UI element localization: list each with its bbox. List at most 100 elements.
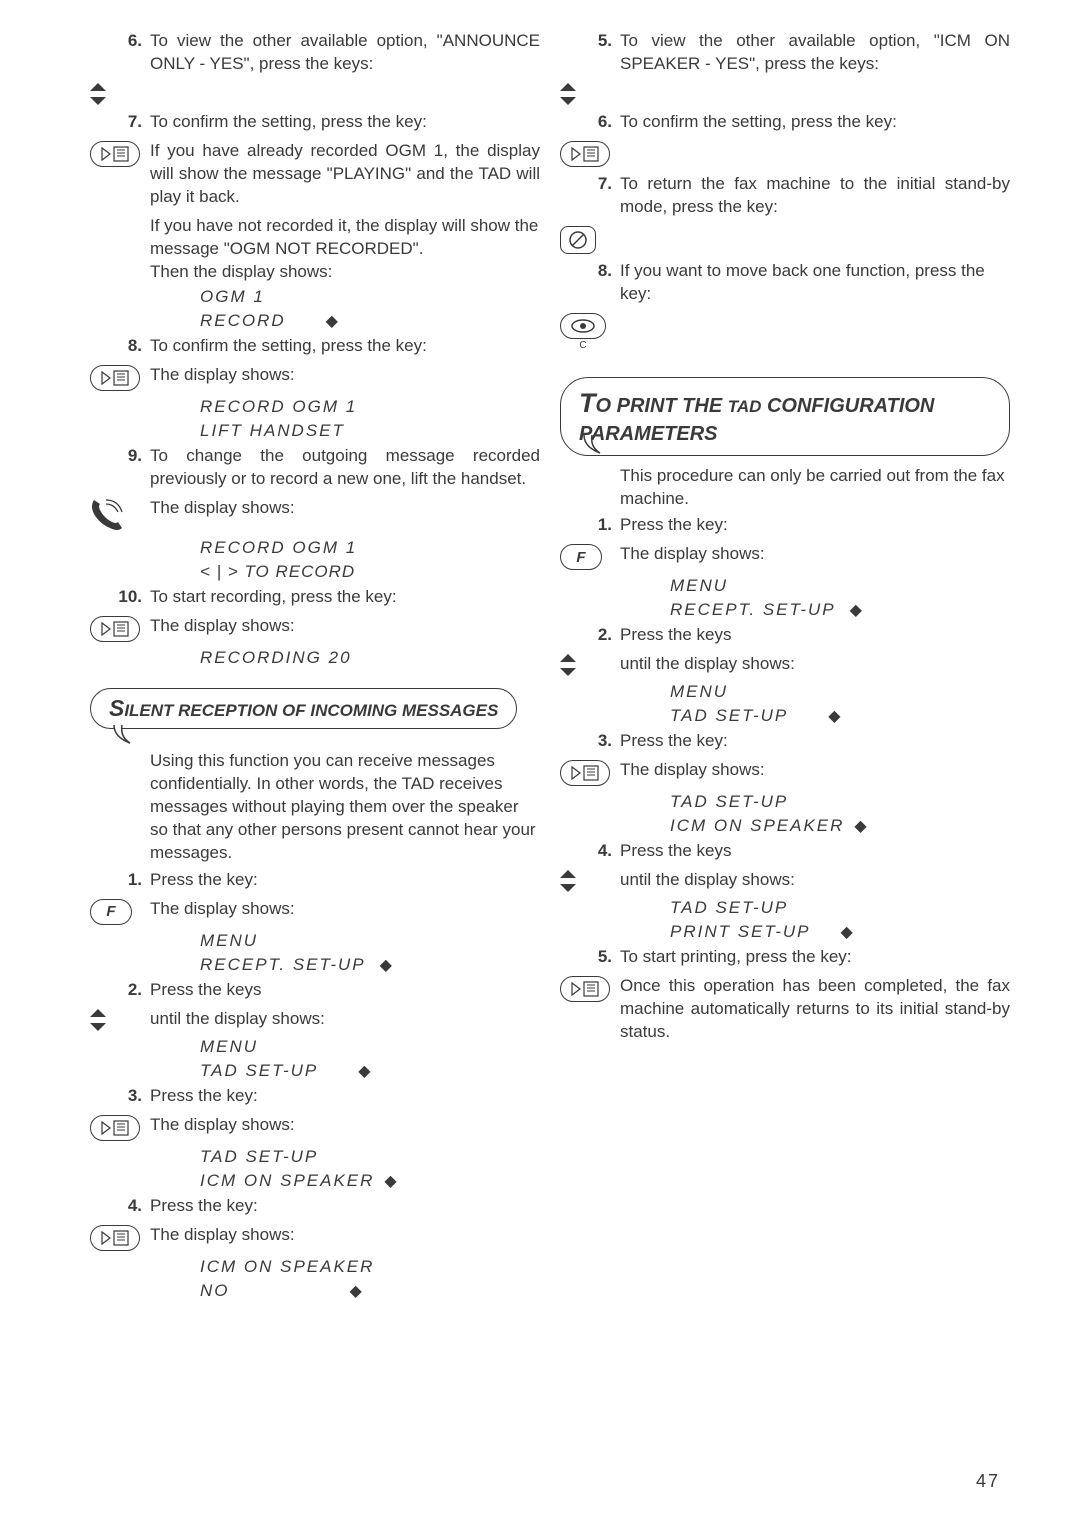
left-column: 6. To view the other available option, "… — [90, 30, 540, 1498]
step-text: Press the keys — [620, 840, 1010, 863]
lcd-line: OGM 1 — [90, 287, 540, 307]
start-key-icon — [90, 1114, 150, 1141]
step-num: 10. — [90, 586, 150, 607]
section-intro: Using this function you can receive mess… — [90, 750, 540, 865]
final-text: Once this operation has been completed, … — [620, 975, 1010, 1044]
lcd-line: MENU — [560, 682, 1010, 702]
handset-icon — [90, 497, 150, 532]
title-cap: T — [579, 388, 596, 418]
title-text: TAD — [728, 397, 762, 416]
step-num: 3. — [90, 1085, 150, 1106]
step-num: 7. — [560, 173, 620, 194]
lcd-line: < | > TO RECORD — [90, 562, 540, 582]
page-number: 47 — [976, 1471, 1000, 1492]
ogm-text-3: Then the display shows: — [90, 261, 540, 284]
lcd-line: RECORD OGM 1 — [90, 538, 540, 558]
step-num: 5. — [560, 946, 620, 967]
lcd-line: NO◆ — [90, 1281, 540, 1301]
step-num: 1. — [560, 514, 620, 535]
lcd-line: MENU — [90, 931, 540, 951]
updown-icon — [560, 82, 620, 105]
lcd-line: RECORD OGM 1 — [90, 397, 540, 417]
step-text: Press the key: — [150, 869, 540, 892]
display-shows: The display shows: — [150, 615, 540, 638]
step-text: Press the key: — [620, 730, 1010, 753]
step-num: 5. — [560, 30, 620, 51]
start-key-icon — [90, 364, 150, 391]
lcd-line: MENU — [560, 576, 1010, 596]
lcd-line: TAD SET-UP◆ — [90, 1061, 540, 1081]
lcd-line: RECORD◆ — [90, 311, 540, 331]
title-rest: ILENT RECEPTION OF INCOMING MESSAGES — [124, 701, 498, 720]
step-text: To view the other available option, "ICM… — [620, 30, 1010, 76]
f-key-icon: F — [90, 898, 150, 925]
start-key-icon — [560, 140, 620, 167]
step-text: If you want to move back one function, p… — [620, 260, 1010, 306]
lcd-line: TAD SET-UP — [90, 1147, 540, 1167]
lcd-line: TAD SET-UP◆ — [560, 706, 1010, 726]
step-text: To confirm the setting, press the key: — [620, 111, 1010, 134]
step-text: Press the keys — [620, 624, 1010, 647]
title-cap: S — [109, 695, 124, 721]
step-text: To view the other available option, "ANN… — [150, 30, 540, 76]
right-column: 5. To view the other available option, "… — [560, 30, 1010, 1498]
step-num: 2. — [90, 979, 150, 1000]
step-num: 1. — [90, 869, 150, 890]
lcd-line: ICM ON SPEAKER◆ — [90, 1171, 540, 1191]
step-text: To return the fax machine to the initial… — [620, 173, 1010, 219]
lcd-line: ICM ON SPEAKER◆ — [560, 816, 1010, 836]
step-num: 3. — [560, 730, 620, 751]
section-header-silent: SILENT RECEPTION OF INCOMING MESSAGES — [90, 688, 540, 736]
ogm-text: If you have already recorded OGM 1, the … — [150, 140, 540, 209]
page: 6. To view the other available option, "… — [0, 0, 1080, 1528]
step-num: 6. — [560, 111, 620, 132]
step-text: To confirm the setting, press the key: — [150, 335, 540, 358]
start-key-icon — [560, 759, 620, 786]
until-display: until the display shows: — [620, 869, 1010, 892]
step-num: 2. — [560, 624, 620, 645]
updown-icon — [90, 1008, 150, 1031]
updown-icon — [90, 82, 150, 105]
step-num: 9. — [90, 445, 150, 466]
step-text: Press the keys — [150, 979, 540, 1002]
display-shows: The display shows: — [620, 759, 1010, 782]
ogm-text-2: If you have not recorded it, the display… — [90, 215, 540, 261]
display-shows: The display shows: — [150, 1224, 540, 1247]
step-num: 7. — [90, 111, 150, 132]
updown-icon — [560, 653, 620, 676]
step-num: 8. — [560, 260, 620, 281]
start-key-icon — [560, 975, 620, 1002]
section-header-print: TO PRINT THE TAD CONFIGURATION PARAMETER… — [560, 377, 1010, 447]
display-shows: The display shows: — [150, 497, 540, 520]
c-label: C — [560, 340, 606, 351]
step-text: To change the outgoing message recorded … — [150, 445, 540, 491]
stop-key-icon — [560, 225, 620, 254]
lcd-line: PRINT SET-UP◆ — [560, 922, 1010, 942]
title-text: O PRINT THE — [596, 395, 728, 417]
updown-icon — [560, 869, 620, 892]
display-shows: The display shows: — [150, 898, 540, 921]
lcd-line: MENU — [90, 1037, 540, 1057]
section-intro: This procedure can only be carried out f… — [560, 465, 1010, 511]
step-num: 8. — [90, 335, 150, 356]
c-key-icon: C — [560, 312, 620, 351]
step-text: Press the key: — [150, 1195, 540, 1218]
lcd-line: TAD SET-UP — [560, 898, 1010, 918]
step-text: To confirm the setting, press the key: — [150, 111, 540, 134]
lcd-line: TAD SET-UP — [560, 792, 1010, 812]
start-key-icon — [90, 1224, 150, 1251]
display-shows: The display shows: — [150, 1114, 540, 1137]
display-shows: The display shows: — [620, 543, 1010, 566]
until-display: until the display shows: — [150, 1008, 540, 1031]
lcd-line: RECEPT. SET-UP◆ — [90, 955, 540, 975]
step-text: To start recording, press the key: — [150, 586, 540, 609]
lcd-line: LIFT HANDSET — [90, 421, 540, 441]
lcd-line: RECEPT. SET-UP◆ — [560, 600, 1010, 620]
lcd-line: ICM ON SPEAKER — [90, 1257, 540, 1277]
start-key-icon — [90, 140, 150, 167]
step-text: Press the key: — [620, 514, 1010, 537]
step-num: 4. — [90, 1195, 150, 1216]
step-num: 6. — [90, 30, 150, 51]
step-text: To start printing, press the key: — [620, 946, 1010, 969]
until-display: until the display shows: — [620, 653, 1010, 676]
